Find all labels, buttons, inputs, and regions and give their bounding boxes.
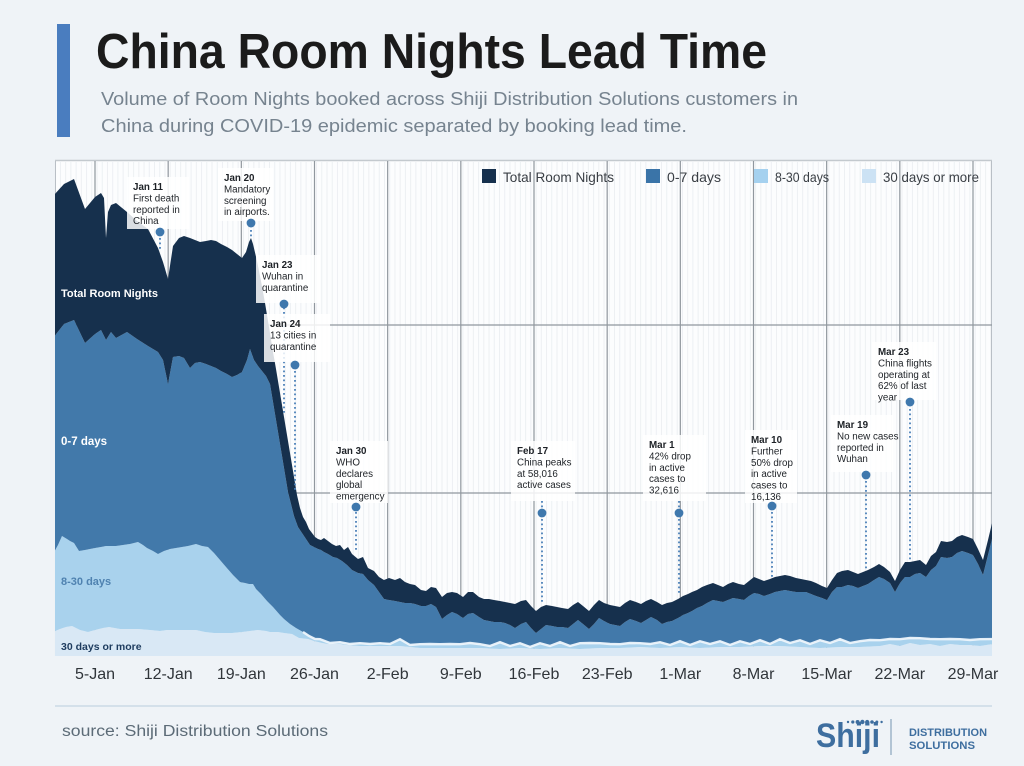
svg-text:Mar 10: Mar 10 bbox=[751, 435, 783, 446]
svg-text:Mar 23: Mar 23 bbox=[878, 347, 910, 358]
svg-text:cases to: cases to bbox=[649, 474, 686, 485]
svg-text:Shiji: Shiji bbox=[816, 717, 880, 755]
svg-text:8-30 days: 8-30 days bbox=[61, 576, 111, 588]
svg-text:global: global bbox=[336, 480, 362, 491]
svg-text:source: Shiji Distribution Sol: source: Shiji Distribution Solutions bbox=[62, 723, 328, 740]
svg-text:emergency: emergency bbox=[336, 492, 385, 503]
svg-text:Mandatory: Mandatory bbox=[224, 184, 270, 195]
svg-text:quarantine: quarantine bbox=[262, 283, 309, 294]
svg-text:12-Jan: 12-Jan bbox=[144, 666, 193, 683]
svg-text:50% drop: 50% drop bbox=[751, 458, 793, 469]
svg-text:Further: Further bbox=[751, 446, 783, 457]
svg-text:Feb 17: Feb 17 bbox=[517, 446, 549, 457]
svg-text:Jan 30: Jan 30 bbox=[336, 446, 367, 457]
svg-text:26-Jan: 26-Jan bbox=[290, 666, 339, 683]
svg-text:29-Mar: 29-Mar bbox=[948, 666, 999, 683]
svg-text:1-Mar: 1-Mar bbox=[659, 666, 701, 683]
svg-text:reported in: reported in bbox=[133, 205, 180, 216]
svg-text:in active: in active bbox=[649, 463, 685, 474]
svg-text:declares: declares bbox=[336, 469, 373, 480]
svg-text:0-7 days: 0-7 days bbox=[61, 436, 107, 448]
svg-text:year: year bbox=[878, 393, 898, 404]
svg-text:0-7 days: 0-7 days bbox=[667, 169, 721, 185]
svg-text:9-Feb: 9-Feb bbox=[440, 666, 482, 683]
svg-text:16,136: 16,136 bbox=[751, 492, 782, 503]
svg-text:42% drop: 42% drop bbox=[649, 451, 691, 462]
svg-text:China flights: China flights bbox=[878, 358, 932, 369]
svg-text:First death: First death bbox=[133, 193, 179, 204]
svg-text:quarantine: quarantine bbox=[270, 342, 317, 353]
svg-text:Total Room Nights: Total Room Nights bbox=[503, 169, 614, 185]
svg-text:China: China bbox=[133, 216, 159, 227]
svg-text:Jan 24: Jan 24 bbox=[270, 319, 301, 330]
svg-text:China peaks: China peaks bbox=[517, 457, 572, 468]
svg-text:cases to: cases to bbox=[751, 481, 788, 492]
svg-text:32,616: 32,616 bbox=[649, 486, 680, 497]
svg-text:23-Feb: 23-Feb bbox=[582, 666, 633, 683]
svg-text:5-Jan: 5-Jan bbox=[75, 666, 115, 683]
svg-text:Jan 23: Jan 23 bbox=[262, 260, 293, 271]
svg-text:screening: screening bbox=[224, 196, 266, 207]
svg-text:SOLUTIONS: SOLUTIONS bbox=[909, 740, 975, 752]
svg-text:30 days or more: 30 days or more bbox=[883, 169, 979, 185]
svg-text:Wuhan: Wuhan bbox=[837, 454, 868, 465]
svg-text:Jan 11: Jan 11 bbox=[133, 182, 164, 193]
svg-text:DISTRIBUTION: DISTRIBUTION bbox=[909, 727, 987, 739]
svg-text:Volume of Room Nights booked a: Volume of Room Nights booked across Shij… bbox=[101, 89, 798, 109]
svg-text:8-30 days: 8-30 days bbox=[775, 169, 829, 185]
svg-text:WHO: WHO bbox=[336, 457, 360, 468]
svg-text:16-Feb: 16-Feb bbox=[509, 666, 560, 683]
svg-text:62% of last: 62% of last bbox=[878, 381, 927, 392]
svg-text:Mar 1: Mar 1 bbox=[649, 440, 675, 451]
svg-text:8-Mar: 8-Mar bbox=[733, 666, 775, 683]
svg-text:30 days or more: 30 days or more bbox=[61, 641, 142, 653]
svg-text:reported in: reported in bbox=[837, 443, 884, 454]
svg-text:Total Room Nights: Total Room Nights bbox=[61, 288, 158, 300]
svg-text:at 58,016: at 58,016 bbox=[517, 469, 558, 480]
svg-text:China Room Nights Lead Time: China Room Nights Lead Time bbox=[96, 25, 767, 79]
svg-text:13 cities in: 13 cities in bbox=[270, 330, 316, 341]
svg-text:No new cases: No new cases bbox=[837, 431, 899, 442]
svg-text:19-Jan: 19-Jan bbox=[217, 666, 266, 683]
svg-text:Wuhan in: Wuhan in bbox=[262, 271, 303, 282]
svg-text:China during COVID-19 epidemic: China during COVID-19 epidemic separated… bbox=[101, 116, 687, 136]
svg-text:in airports.: in airports. bbox=[224, 207, 270, 218]
svg-text:2-Feb: 2-Feb bbox=[367, 666, 409, 683]
svg-text:in active: in active bbox=[751, 469, 787, 480]
svg-text:15-Mar: 15-Mar bbox=[801, 666, 852, 683]
svg-text:active cases: active cases bbox=[517, 480, 571, 491]
svg-text:22-Mar: 22-Mar bbox=[874, 666, 925, 683]
svg-text:operating at: operating at bbox=[878, 370, 930, 381]
svg-text:Mar 19: Mar 19 bbox=[837, 420, 869, 431]
svg-text:Jan 20: Jan 20 bbox=[224, 173, 255, 184]
